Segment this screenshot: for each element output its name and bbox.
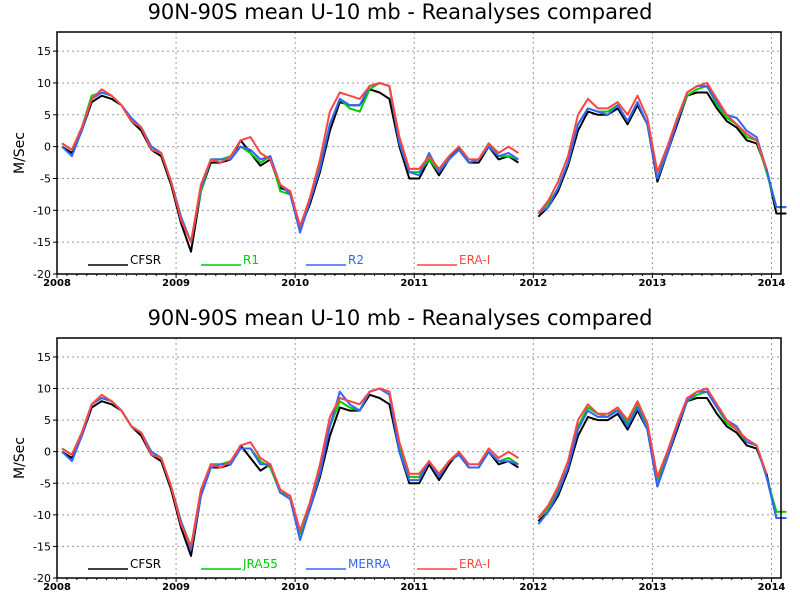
plot-frame — [56, 337, 782, 579]
x-tick-label: 2010 — [281, 278, 309, 289]
x-tick-label: 2008 — [43, 278, 71, 289]
series-line-era-i — [61, 81, 519, 244]
y-tick-label: -5 — [40, 172, 51, 185]
series-line-r1 — [61, 81, 519, 244]
x-tick-label: 2014 — [758, 582, 786, 593]
series-line-r1 — [537, 85, 787, 215]
x-tick-label: 2009 — [162, 278, 190, 289]
y-tick-label: -10 — [33, 204, 51, 217]
y-tick-label: -15 — [33, 236, 51, 249]
y-tick-label: 15 — [37, 45, 51, 58]
series-line-cfsr — [537, 397, 787, 522]
x-tick-label: 2008 — [43, 582, 71, 593]
series-line-cfsr — [61, 393, 519, 557]
series-line-era-i — [537, 387, 768, 519]
y-tick-label: -15 — [33, 540, 51, 553]
series-line-jra55 — [537, 390, 787, 519]
y-tick-label: 0 — [44, 446, 51, 459]
legend-label: R2 — [348, 253, 364, 267]
legend-label: CFSR — [130, 557, 161, 571]
series-line-merra — [61, 387, 519, 551]
x-tick-label: 2010 — [281, 582, 309, 593]
series-line-r2 — [61, 81, 519, 244]
x-tick-label: 2012 — [519, 582, 547, 593]
chart-panel-bottom: 90N-90S mean U-10 mb - Reanalyses compar… — [12, 306, 787, 593]
x-tick-label: 2013 — [638, 278, 666, 289]
x-tick-label: 2009 — [162, 582, 190, 593]
y-tick-label: 5 — [44, 414, 51, 427]
chart-title: 90N-90S mean U-10 mb - Reanalyses compar… — [148, 306, 653, 330]
legend-label: R1 — [243, 253, 259, 267]
y-tick-label: -20 — [33, 572, 51, 585]
y-axis-label: M/Sec — [12, 437, 28, 479]
x-tick-label: 2011 — [400, 278, 428, 289]
legend-label: ERA-I — [459, 557, 490, 571]
x-tick-label: 2013 — [638, 582, 666, 593]
plot-frame — [56, 31, 782, 275]
y-tick-label: 5 — [44, 109, 51, 122]
y-axis-label: M/Sec — [12, 132, 28, 174]
series-line-jra55 — [61, 387, 519, 548]
legend-label: CFSR — [130, 253, 161, 267]
legend-label: MERRA — [348, 557, 391, 571]
y-tick-label: -10 — [33, 509, 51, 522]
y-tick-label: -20 — [33, 268, 51, 281]
series-line-era-i — [537, 81, 768, 215]
legend-label: JRA55 — [242, 557, 278, 571]
series-line-cfsr — [61, 88, 519, 253]
series-line-r2 — [537, 85, 787, 215]
chart-title: 90N-90S mean U-10 mb - Reanalyses compar… — [148, 0, 653, 24]
legend-label: ERA-I — [459, 253, 490, 267]
y-tick-label: 0 — [44, 141, 51, 154]
x-tick-label: 2011 — [400, 582, 428, 593]
y-tick-label: 15 — [37, 351, 51, 364]
series-line-era-i — [61, 387, 519, 548]
y-tick-label: 10 — [37, 383, 51, 396]
series-line-merra — [537, 390, 787, 525]
chart-panel-top: 90N-90S mean U-10 mb - Reanalyses compar… — [12, 0, 787, 289]
x-tick-label: 2014 — [758, 278, 786, 289]
y-tick-label: -5 — [40, 477, 51, 490]
y-tick-label: 10 — [37, 77, 51, 90]
x-tick-label: 2012 — [519, 278, 547, 289]
series-line-cfsr — [537, 91, 787, 218]
